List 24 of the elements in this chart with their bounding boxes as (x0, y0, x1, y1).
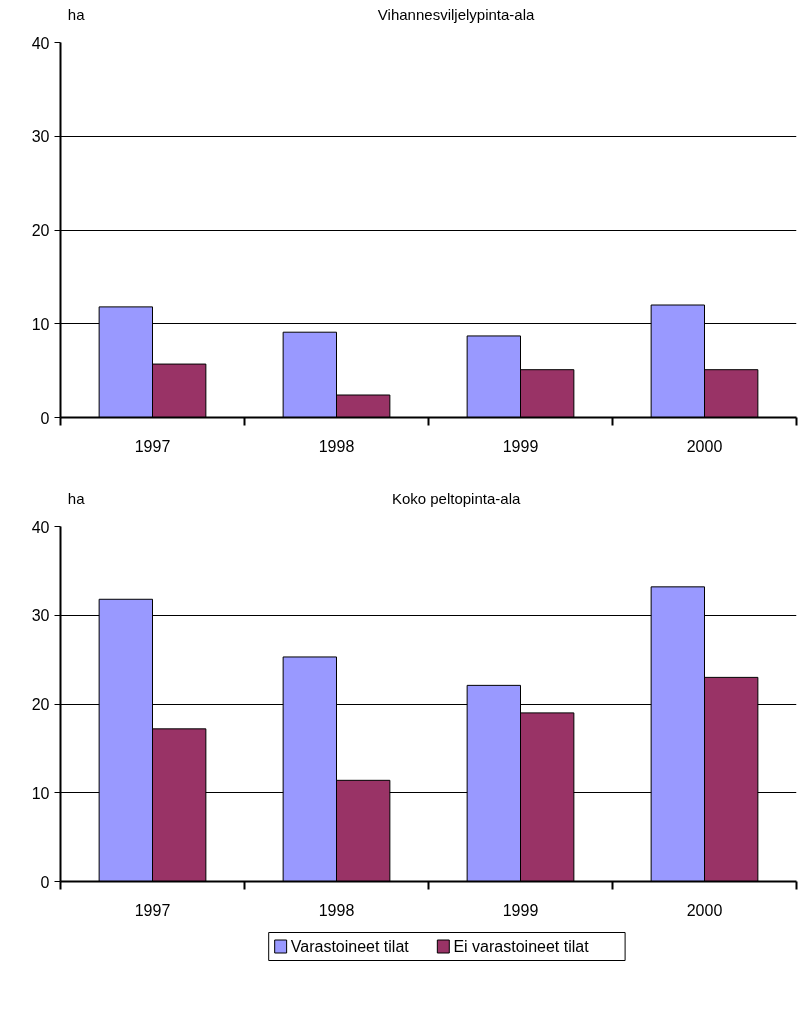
x-tick-label: 1997 (134, 437, 171, 455)
chart-title: Koko peltopinta-ala (391, 489, 521, 507)
y-tick-label: 40 (31, 34, 50, 52)
y-tick-label: 0 (40, 409, 50, 427)
x-tick-label: 1999 (502, 901, 539, 919)
x-tick-label: 2000 (686, 437, 723, 455)
y-tick-label: 10 (31, 315, 50, 333)
chart-title: Vihannesviljelypinta-ala (377, 5, 535, 23)
x-tick-label: 1998 (318, 901, 355, 919)
legend-label: Ei varastoineet tilat (453, 938, 590, 955)
y-tick-label: 20 (31, 222, 50, 239)
legend-label: Varastoineet tilat (290, 938, 410, 955)
y-tick-label: 40 (31, 518, 50, 536)
x-tick-label: 1997 (134, 901, 171, 919)
y-axis-title: ha (67, 489, 86, 507)
y-axis-title: ha (67, 5, 86, 23)
x-tick-label: 1999 (502, 437, 539, 455)
y-tick-label: 20 (31, 696, 50, 713)
y-tick-label: 0 (40, 873, 50, 891)
x-tick-label: 2000 (686, 901, 723, 919)
y-tick-label: 10 (31, 784, 50, 802)
x-tick-label: 1998 (318, 437, 355, 455)
y-tick-label: 30 (31, 607, 50, 625)
y-tick-label: 30 (31, 128, 50, 146)
